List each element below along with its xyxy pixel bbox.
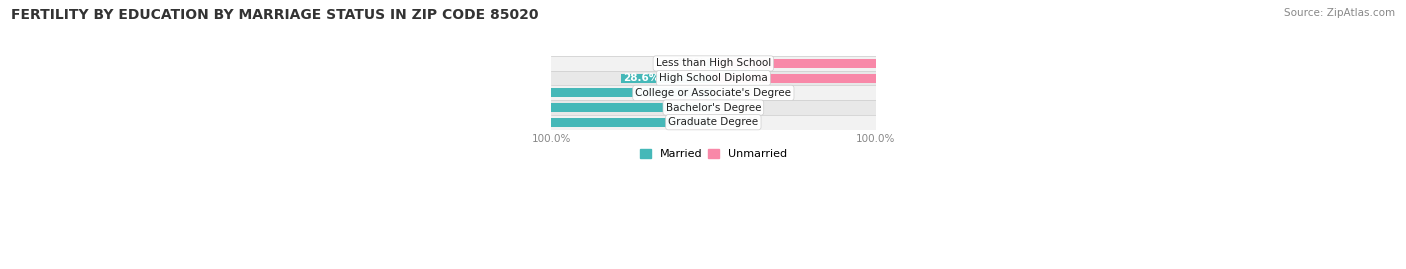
Bar: [389, 118, 713, 127]
Bar: [226, 115, 876, 130]
Text: 71.4%: 71.4%: [905, 73, 942, 83]
Bar: [713, 74, 945, 83]
Text: 100.0%: 100.0%: [391, 88, 434, 98]
Bar: [620, 74, 713, 83]
Legend: Married, Unmarried: Married, Unmarried: [636, 144, 792, 164]
Bar: [226, 56, 876, 71]
Text: 28.6%: 28.6%: [623, 73, 659, 83]
Bar: [389, 89, 713, 97]
Text: College or Associate's Degree: College or Associate's Degree: [636, 88, 792, 98]
Text: Less than High School: Less than High School: [655, 58, 770, 68]
Text: 0.0%: 0.0%: [730, 88, 759, 98]
Text: FERTILITY BY EDUCATION BY MARRIAGE STATUS IN ZIP CODE 85020: FERTILITY BY EDUCATION BY MARRIAGE STATU…: [11, 8, 538, 22]
Bar: [226, 86, 876, 100]
Text: Bachelor's Degree: Bachelor's Degree: [665, 102, 761, 112]
Text: 100.0%: 100.0%: [391, 102, 434, 112]
Bar: [713, 59, 1032, 68]
Text: 0.0%: 0.0%: [730, 102, 759, 112]
Text: Graduate Degree: Graduate Degree: [668, 117, 758, 127]
Text: Source: ZipAtlas.com: Source: ZipAtlas.com: [1284, 8, 1395, 18]
Text: 0.0%: 0.0%: [730, 117, 759, 127]
Text: 1.9%: 1.9%: [676, 58, 706, 68]
Bar: [389, 103, 713, 112]
Text: 100.0%: 100.0%: [391, 117, 434, 127]
Bar: [226, 71, 876, 86]
Text: 98.1%: 98.1%: [993, 58, 1029, 68]
Bar: [707, 59, 713, 68]
Text: High School Diploma: High School Diploma: [659, 73, 768, 83]
Bar: [226, 100, 876, 115]
